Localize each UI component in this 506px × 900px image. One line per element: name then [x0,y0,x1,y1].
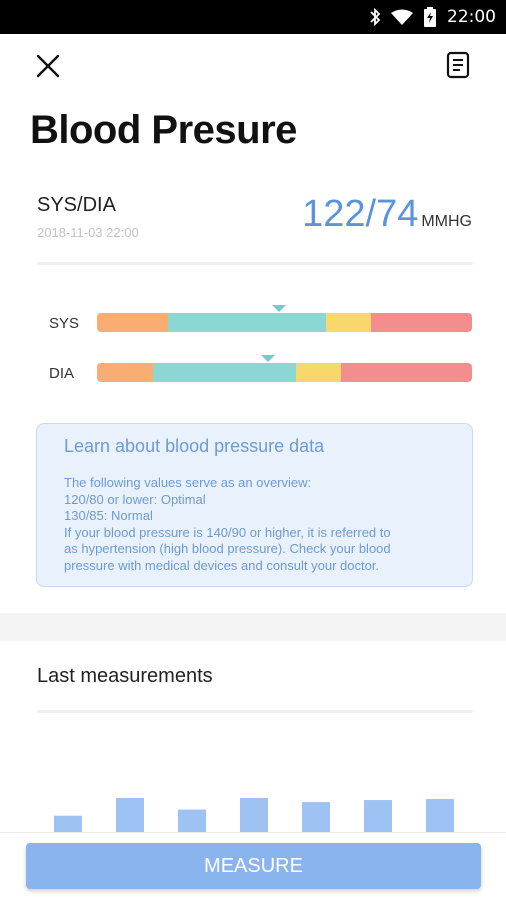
section-separator [0,613,506,641]
reading-number: 122/74 [302,193,419,235]
report-icon [446,51,470,79]
history-bar-chart [36,760,476,832]
range-segment [340,363,472,382]
info-line: as hypertension (high blood pressure). C… [64,541,391,556]
divider [37,710,473,713]
close-icon [36,54,60,78]
history-bar [178,809,206,832]
battery-icon [424,7,436,27]
range-segment [153,363,296,382]
info-box: Learn about blood pressure data The foll… [36,423,473,587]
history-title: Last measurements [37,665,213,687]
dia-marker [260,355,275,362]
info-line: pressure with medical devices and consul… [64,557,380,573]
report-button[interactable] [444,50,472,80]
range-segment [370,313,472,332]
history-bar [116,798,144,832]
status-time: 22:00 [447,7,496,27]
divider [37,262,473,265]
sys-range-label: SYS [49,315,80,332]
reading-unit: MMHG [421,213,472,230]
history-bar [54,815,82,832]
dia-range-label: DIA [49,365,75,382]
measure-button[interactable]: MEASURE [26,843,481,889]
history-bar [240,798,268,832]
reading-label: SYS/DIA [37,194,116,216]
history-bar [364,800,392,832]
info-line: The following values serve as an overvie… [64,475,312,490]
history-bar [302,802,330,832]
range-segment [325,313,371,332]
bluetooth-icon [370,8,381,26]
reading-value: 122/74 MMHG [302,192,472,236]
status-icons: 22:00 [369,0,496,34]
history-bar [426,799,454,832]
page-title: Blood Presure [30,108,297,152]
dia-range-bar [97,363,472,382]
info-line: If your blood pressure is 140/90 or high… [64,524,391,540]
range-segment [97,363,154,382]
range-segment [295,363,341,382]
info-body: The following values serve as an overvie… [64,475,445,574]
info-line: 120/80 or lower: Optimal [64,491,206,507]
range-segment [168,313,326,332]
info-title: Learn about blood pressure data [64,436,325,456]
status-bar: 22:00 [0,0,506,34]
sys-range-bar [97,313,472,332]
reading-timestamp: 2018-11-03 22:00 [37,225,139,240]
range-segment [97,313,169,332]
sys-marker [271,305,286,312]
close-button[interactable] [34,52,62,80]
info-line: 130/85: Normal [64,508,153,523]
wifi-icon [391,9,413,25]
